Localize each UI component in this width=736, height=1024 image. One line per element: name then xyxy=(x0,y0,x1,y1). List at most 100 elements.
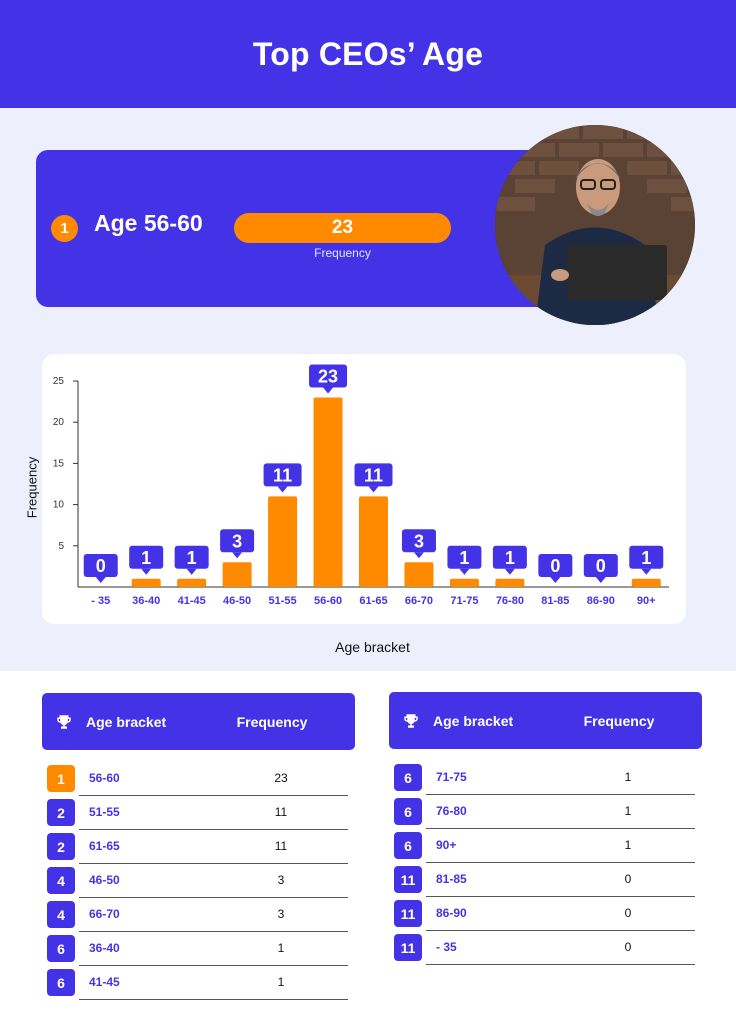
y-tick-label: 15 xyxy=(53,458,65,469)
row-divider xyxy=(426,930,695,931)
y-tick-label: 20 xyxy=(53,417,65,428)
data-label-pointer xyxy=(504,568,515,575)
rank-badge: 11 xyxy=(394,900,422,927)
data-label-box xyxy=(401,529,436,553)
table-row: 11 81-85 0 xyxy=(389,863,702,897)
rank-badge: 4 xyxy=(47,901,75,928)
y-tick-label: 5 xyxy=(58,541,64,552)
data-label-pointer xyxy=(323,387,334,394)
data-label-pointer xyxy=(368,486,379,493)
row-divider xyxy=(79,795,348,796)
age-bracket-cell: 51-55 xyxy=(89,805,120,819)
rank-badge: 2 xyxy=(47,799,75,826)
header-frequency: Frequency xyxy=(583,712,655,729)
data-label: 1 xyxy=(641,548,651,568)
data-label-pointer xyxy=(459,568,470,575)
x-tick-label: 56-60 xyxy=(314,595,342,607)
age-bracket-cell: 46-50 xyxy=(89,873,120,887)
header-frequency: Frequency xyxy=(236,713,308,730)
age-bracket-cell: 86-90 xyxy=(436,906,467,920)
data-label: 0 xyxy=(96,556,106,576)
row-divider xyxy=(426,828,695,829)
trophy-icon xyxy=(42,713,86,731)
age-bracket-cell: 81-85 xyxy=(436,872,467,886)
table-row: 6 71-75 1 xyxy=(389,761,702,795)
data-label-pointer xyxy=(413,552,424,559)
row-divider xyxy=(79,931,348,932)
data-label: 3 xyxy=(232,531,242,551)
header-age-bracket: Age bracket xyxy=(433,712,514,729)
data-label-pointer xyxy=(595,577,606,583)
data-label-pointer xyxy=(550,577,561,583)
header-banner: Top CEOs’ Age xyxy=(0,0,736,108)
top-rank-badge: 1 xyxy=(51,215,78,242)
x-tick-label: 61-65 xyxy=(359,595,387,607)
frequency-cell: 11 xyxy=(274,805,288,819)
data-label: 1 xyxy=(459,548,469,568)
age-bracket-cell: - 35 xyxy=(436,940,457,954)
x-tick-label: 41-45 xyxy=(178,595,206,607)
x-tick-label: 46-50 xyxy=(223,595,251,607)
data-label-box xyxy=(354,463,393,487)
age-bracket-cell: 66-70 xyxy=(89,907,120,921)
data-label: 1 xyxy=(505,548,515,568)
row-divider xyxy=(79,863,348,864)
table-row: 11 86-90 0 xyxy=(389,897,702,931)
x-tick-label: 66-70 xyxy=(405,595,433,607)
data-label: 3 xyxy=(414,531,424,551)
table-header: Age bracket Frequency xyxy=(389,692,702,749)
rank-badge: 2 xyxy=(47,833,75,860)
age-table-left: Age bracket Frequency 1 56-60 23 2 51-55 11 2 6… xyxy=(42,693,355,1000)
rank-badge: 6 xyxy=(47,935,75,962)
age-bracket-cell: 36-40 xyxy=(89,941,120,955)
data-label: 0 xyxy=(550,556,560,576)
row-divider xyxy=(426,862,695,863)
row-divider xyxy=(426,896,695,897)
data-label-box xyxy=(263,463,302,487)
trophy-icon xyxy=(389,712,433,730)
row-divider xyxy=(426,964,695,965)
table-row: 2 61-65 11 xyxy=(42,830,355,864)
data-label-box xyxy=(538,554,573,577)
row-divider xyxy=(79,829,348,830)
page-title: Top CEOs’ Age xyxy=(252,35,484,72)
data-label-pointer xyxy=(641,568,652,575)
data-label: 23 xyxy=(318,366,338,386)
data-label-box xyxy=(83,554,118,577)
bar xyxy=(313,397,343,587)
data-label: 1 xyxy=(141,548,151,568)
data-label-box xyxy=(220,529,255,553)
table-row: 2 51-55 11 xyxy=(42,796,355,830)
table-row: 4 66-70 3 xyxy=(42,898,355,932)
rank-badge: 6 xyxy=(394,798,422,825)
frequency-cell: 1 xyxy=(624,804,632,818)
rank-badge: 11 xyxy=(394,866,422,893)
data-label: 1 xyxy=(187,548,197,568)
bar xyxy=(631,578,661,587)
age-bracket-cell: 56-60 xyxy=(89,771,120,785)
row-divider xyxy=(426,794,695,795)
age-bracket-cell: 90+ xyxy=(436,838,457,852)
x-tick-label: 86-90 xyxy=(587,595,615,607)
frequency-cell: 0 xyxy=(624,906,632,920)
x-tick-label: 90+ xyxy=(637,595,656,607)
y-axis-label: Frequency xyxy=(24,456,40,519)
age-bracket-cell: 76-80 xyxy=(436,804,467,818)
bar xyxy=(404,562,434,587)
data-label-pointer xyxy=(232,552,243,559)
y-tick-label: 10 xyxy=(53,500,65,511)
rank-badge: 6 xyxy=(394,764,422,791)
table-header: Age bracket Frequency xyxy=(42,693,355,750)
y-tick-label: 25 xyxy=(53,376,65,387)
top-age-label: Age 56-60 xyxy=(94,210,203,236)
frequency-cell: 0 xyxy=(624,940,632,954)
row-divider xyxy=(79,999,348,1000)
data-label: 11 xyxy=(364,465,383,485)
data-label-box xyxy=(447,545,482,569)
x-axis-label: Age bracket xyxy=(335,639,410,655)
bar xyxy=(449,578,479,587)
top-frequency-caption: Frequency xyxy=(314,246,371,260)
frequency-cell: 3 xyxy=(277,907,285,921)
header-age-bracket: Age bracket xyxy=(86,713,167,730)
